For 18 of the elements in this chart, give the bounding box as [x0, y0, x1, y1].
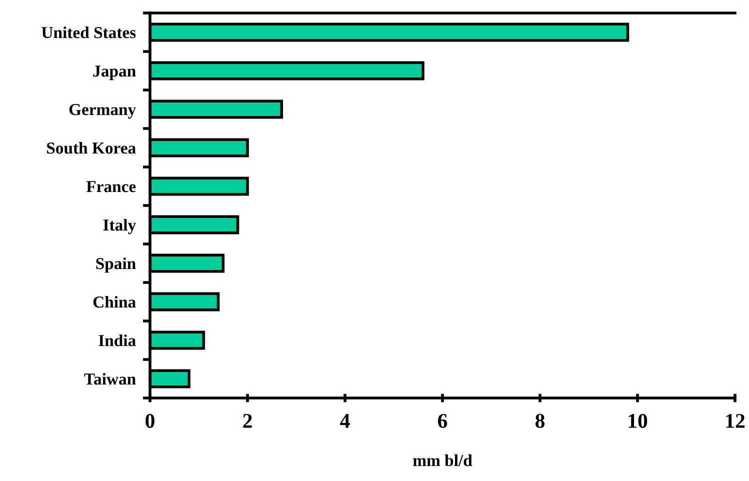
- x-tick-label: 4: [340, 414, 350, 428]
- y-tick-label: Italy: [103, 218, 136, 234]
- x-tick-label: 10: [628, 414, 648, 428]
- y-tick-label: Japan: [93, 66, 136, 80]
- y-tick-label: India: [98, 334, 136, 346]
- y-tick-label: Taiwan: [84, 372, 136, 385]
- y-tick-label: Spain: [96, 257, 136, 273]
- x-tick-label: 12: [726, 414, 745, 428]
- x-axis-title: mm bl/d: [413, 454, 472, 466]
- x-tick-label: 8: [535, 414, 545, 428]
- y-tick-label: France: [86, 181, 136, 192]
- x-tick-label: 6: [438, 414, 448, 428]
- y-tick-label: United States: [42, 26, 136, 38]
- y-tick-label: China: [93, 296, 136, 308]
- x-tick-label: 0: [146, 414, 154, 428]
- y-tick-label: Germany: [69, 104, 136, 119]
- y-tick-label: South Korea: [47, 142, 136, 154]
- x-tick-label: 2: [243, 414, 252, 428]
